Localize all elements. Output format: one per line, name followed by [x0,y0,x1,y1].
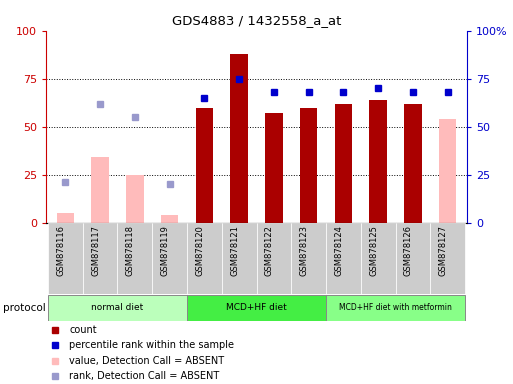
Bar [126,175,144,223]
Text: protocol: protocol [3,303,45,313]
Text: GSM878123: GSM878123 [300,225,309,276]
Bar [152,223,187,294]
Text: GSM878119: GSM878119 [161,225,170,276]
Text: GSM878118: GSM878118 [126,225,135,276]
Text: GSM878125: GSM878125 [369,225,378,276]
Bar [334,104,352,223]
Text: value, Detection Call = ABSENT: value, Detection Call = ABSENT [69,356,224,366]
Bar [187,295,326,321]
Text: count: count [69,325,97,335]
Text: rank, Detection Call = ABSENT: rank, Detection Call = ABSENT [69,371,220,381]
Text: MCD+HF diet with metformin: MCD+HF diet with metformin [339,303,452,312]
Text: GSM878124: GSM878124 [334,225,343,276]
Text: GSM878122: GSM878122 [265,225,274,276]
Title: GDS4883 / 1432558_a_at: GDS4883 / 1432558_a_at [172,14,341,27]
Bar [265,113,283,223]
Bar [256,223,291,294]
Bar [369,100,387,223]
Bar [430,223,465,294]
Text: GSM878120: GSM878120 [195,225,204,276]
Text: MCD+HF diet: MCD+HF diet [226,303,287,312]
Bar [361,223,396,294]
Bar [48,223,83,294]
Bar [91,157,109,223]
Bar [83,223,117,294]
Bar [300,108,318,223]
Text: percentile rank within the sample: percentile rank within the sample [69,340,234,350]
Text: GSM878116: GSM878116 [56,225,65,276]
Text: GSM878126: GSM878126 [404,225,413,276]
Bar [396,223,430,294]
Bar [195,108,213,223]
Text: GSM878121: GSM878121 [230,225,239,276]
Bar [117,223,152,294]
Text: GSM878127: GSM878127 [439,225,448,276]
Bar [230,54,248,223]
Text: GSM878117: GSM878117 [91,225,100,276]
Bar [187,223,222,294]
Bar [439,119,457,223]
Bar [326,295,465,321]
Bar [326,223,361,294]
Bar [291,223,326,294]
Bar [404,104,422,223]
Bar [222,223,256,294]
Bar [161,215,179,223]
Bar [48,295,187,321]
Bar [56,213,74,223]
Text: normal diet: normal diet [91,303,144,312]
